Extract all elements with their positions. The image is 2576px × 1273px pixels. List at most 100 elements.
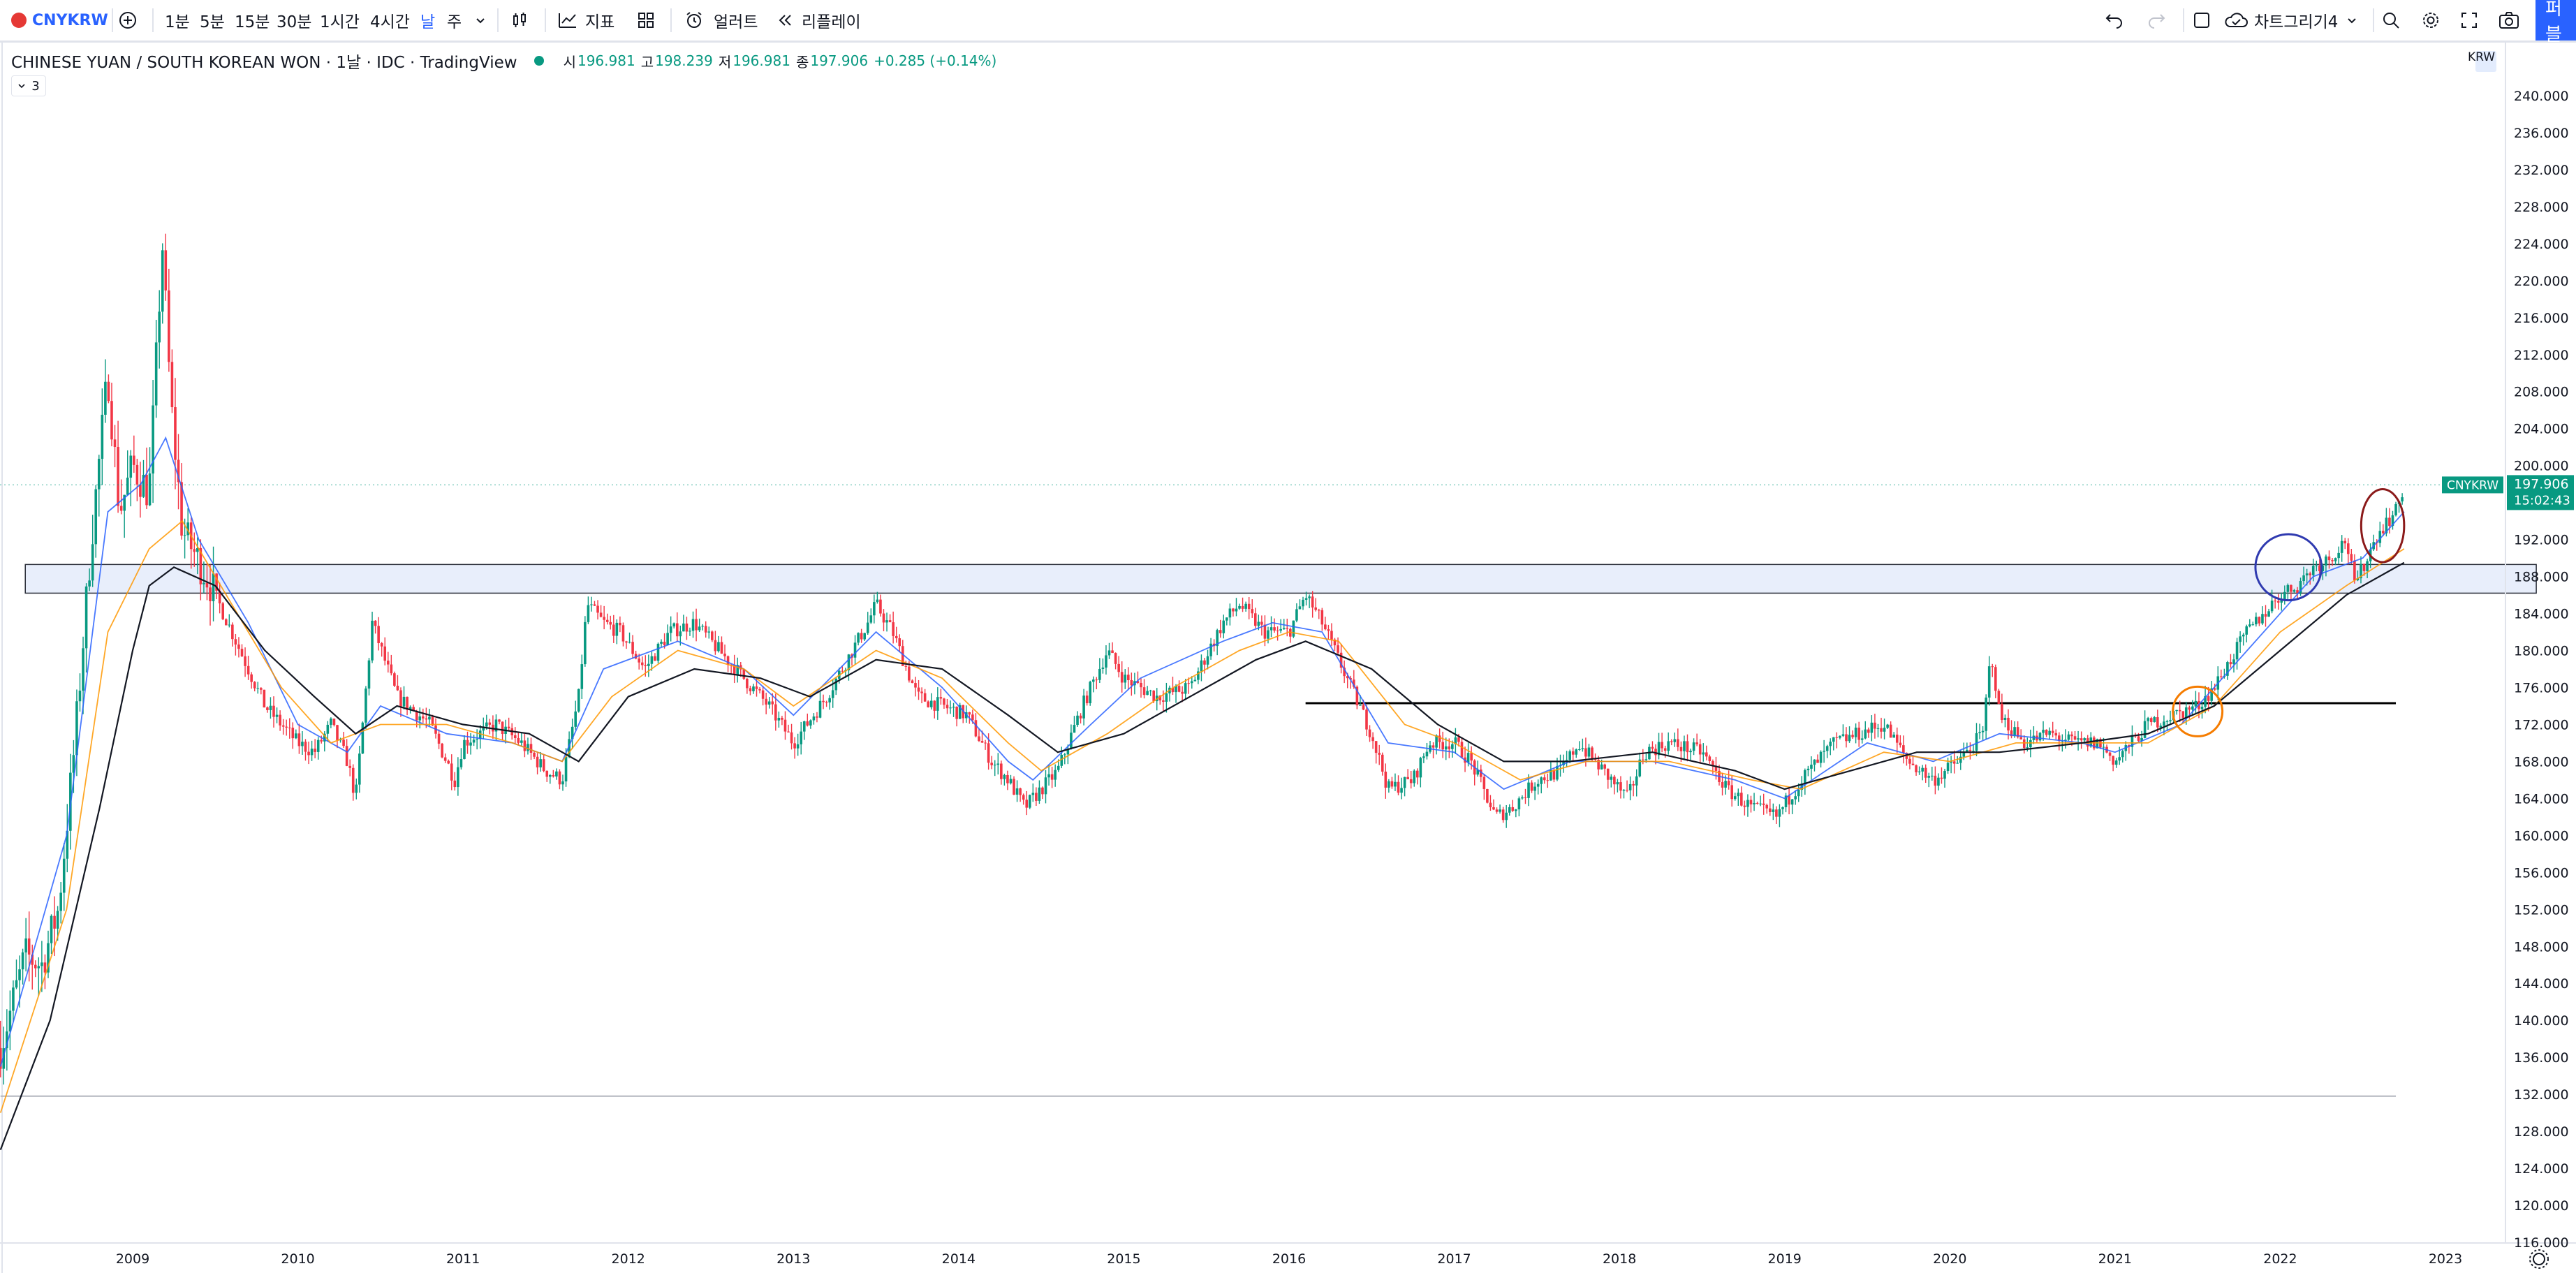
compare-toggle[interactable] — [2475, 51, 2496, 72]
candle — [110, 383, 113, 447]
candle — [1927, 772, 1931, 788]
candle — [78, 673, 82, 712]
price-tick: 152.000 — [2514, 902, 2569, 918]
candle — [1749, 795, 1753, 813]
candle — [1610, 774, 1613, 788]
candle — [399, 687, 402, 717]
candle — [996, 753, 1000, 775]
symbol-search[interactable]: CNYKRW — [11, 0, 108, 41]
candle — [962, 705, 965, 723]
candle — [203, 561, 205, 594]
candle — [552, 770, 555, 778]
candle — [291, 722, 295, 749]
candle — [158, 290, 161, 369]
interval-1h[interactable]: 1시간 — [320, 13, 360, 31]
candle — [580, 654, 584, 699]
candle — [695, 608, 698, 642]
candle — [1486, 788, 1489, 804]
candle — [1247, 596, 1251, 619]
undo-button[interactable] — [2105, 0, 2124, 41]
search-button[interactable] — [2381, 0, 2401, 41]
alarm-clock-icon — [686, 12, 702, 28]
candle — [1066, 744, 1070, 765]
candle — [1422, 753, 1425, 763]
fullscreen-box-button[interactable] — [2193, 0, 2211, 41]
candle — [882, 609, 885, 632]
candles-icon — [513, 13, 526, 27]
candle — [1168, 685, 1171, 702]
candle — [691, 611, 695, 638]
candle — [1819, 750, 1823, 768]
candle — [336, 724, 339, 749]
candle — [1060, 746, 1063, 769]
interval-5m[interactable]: 5분 — [200, 13, 225, 31]
candle — [596, 600, 599, 620]
candle — [418, 707, 422, 729]
candle — [463, 735, 466, 760]
candle — [2239, 631, 2242, 653]
price-tick: 232.000 — [2514, 163, 2569, 178]
candle — [8, 990, 12, 1051]
candle — [847, 654, 851, 681]
price-tick: 116.000 — [2514, 1235, 2569, 1251]
candle — [450, 754, 453, 790]
highlight-circle-blue[interactable] — [2254, 533, 2323, 602]
chart-type-button[interactable] — [510, 0, 529, 41]
candle — [945, 698, 949, 714]
candle — [234, 633, 237, 656]
candle — [640, 656, 644, 670]
templates-button[interactable] — [637, 0, 655, 41]
publish-button[interactable]: 퍼블 — [2535, 0, 2576, 45]
snapshot-button[interactable] — [2498, 0, 2519, 41]
candle — [1515, 809, 1517, 818]
candle — [767, 696, 771, 709]
highlight-circle-red[interactable] — [2360, 487, 2406, 564]
price-chart[interactable]: 240.000 236.000 232.000 228.000 224.000 220.0… — [0, 43, 2576, 1273]
interval-30m[interactable]: 30분 — [277, 13, 312, 31]
candle — [1171, 677, 1175, 696]
candle — [1098, 658, 1101, 684]
candle — [2114, 758, 2118, 768]
interval-1m[interactable]: 1분 — [165, 13, 190, 31]
candle — [1899, 735, 1902, 748]
candle — [2321, 563, 2325, 580]
fullscreen-button[interactable] — [2459, 0, 2479, 41]
indicators-button[interactable]: 지표 — [557, 0, 614, 41]
axis-settings-button[interactable] — [2529, 1249, 2549, 1269]
candle — [501, 721, 504, 741]
candle — [1651, 741, 1654, 752]
interval-day[interactable]: 날 — [420, 13, 436, 31]
currency-label: KRW — [2468, 50, 2495, 64]
interval-15m[interactable]: 15분 — [235, 13, 270, 31]
price-tick: 192.000 — [2514, 533, 2569, 548]
candle — [923, 689, 927, 702]
candle — [1765, 803, 1769, 814]
replay-button[interactable]: 리플레이 — [777, 0, 861, 41]
candle — [1603, 763, 1607, 776]
compare-add-button[interactable] — [119, 0, 137, 41]
candle — [927, 700, 929, 708]
candle — [917, 679, 920, 700]
candle — [1781, 806, 1784, 815]
highlight-circle-orange[interactable] — [2172, 685, 2224, 737]
candle — [656, 642, 660, 664]
settings-button[interactable] — [2420, 0, 2441, 41]
interval-dropdown[interactable] — [475, 0, 486, 41]
candle — [266, 706, 269, 713]
candle — [860, 628, 863, 643]
candle — [675, 612, 679, 642]
price-tick: 216.000 — [2514, 311, 2569, 326]
redo-button[interactable] — [2147, 0, 2166, 41]
interval-4h[interactable]: 4시간 — [370, 13, 410, 31]
candle — [1476, 760, 1480, 777]
layout-save-button[interactable]: 차트그리기4 — [2223, 0, 2357, 41]
candle — [1473, 759, 1476, 786]
candle — [2226, 661, 2229, 680]
interval-week[interactable]: 주 — [447, 13, 462, 31]
candle — [1435, 734, 1438, 755]
resistance-zone[interactable] — [24, 564, 2537, 594]
candle — [1015, 780, 1019, 802]
alert-button[interactable]: 얼러트 — [684, 0, 758, 41]
indicators-toggle[interactable]: 3 — [11, 75, 46, 96]
candle — [145, 448, 148, 509]
